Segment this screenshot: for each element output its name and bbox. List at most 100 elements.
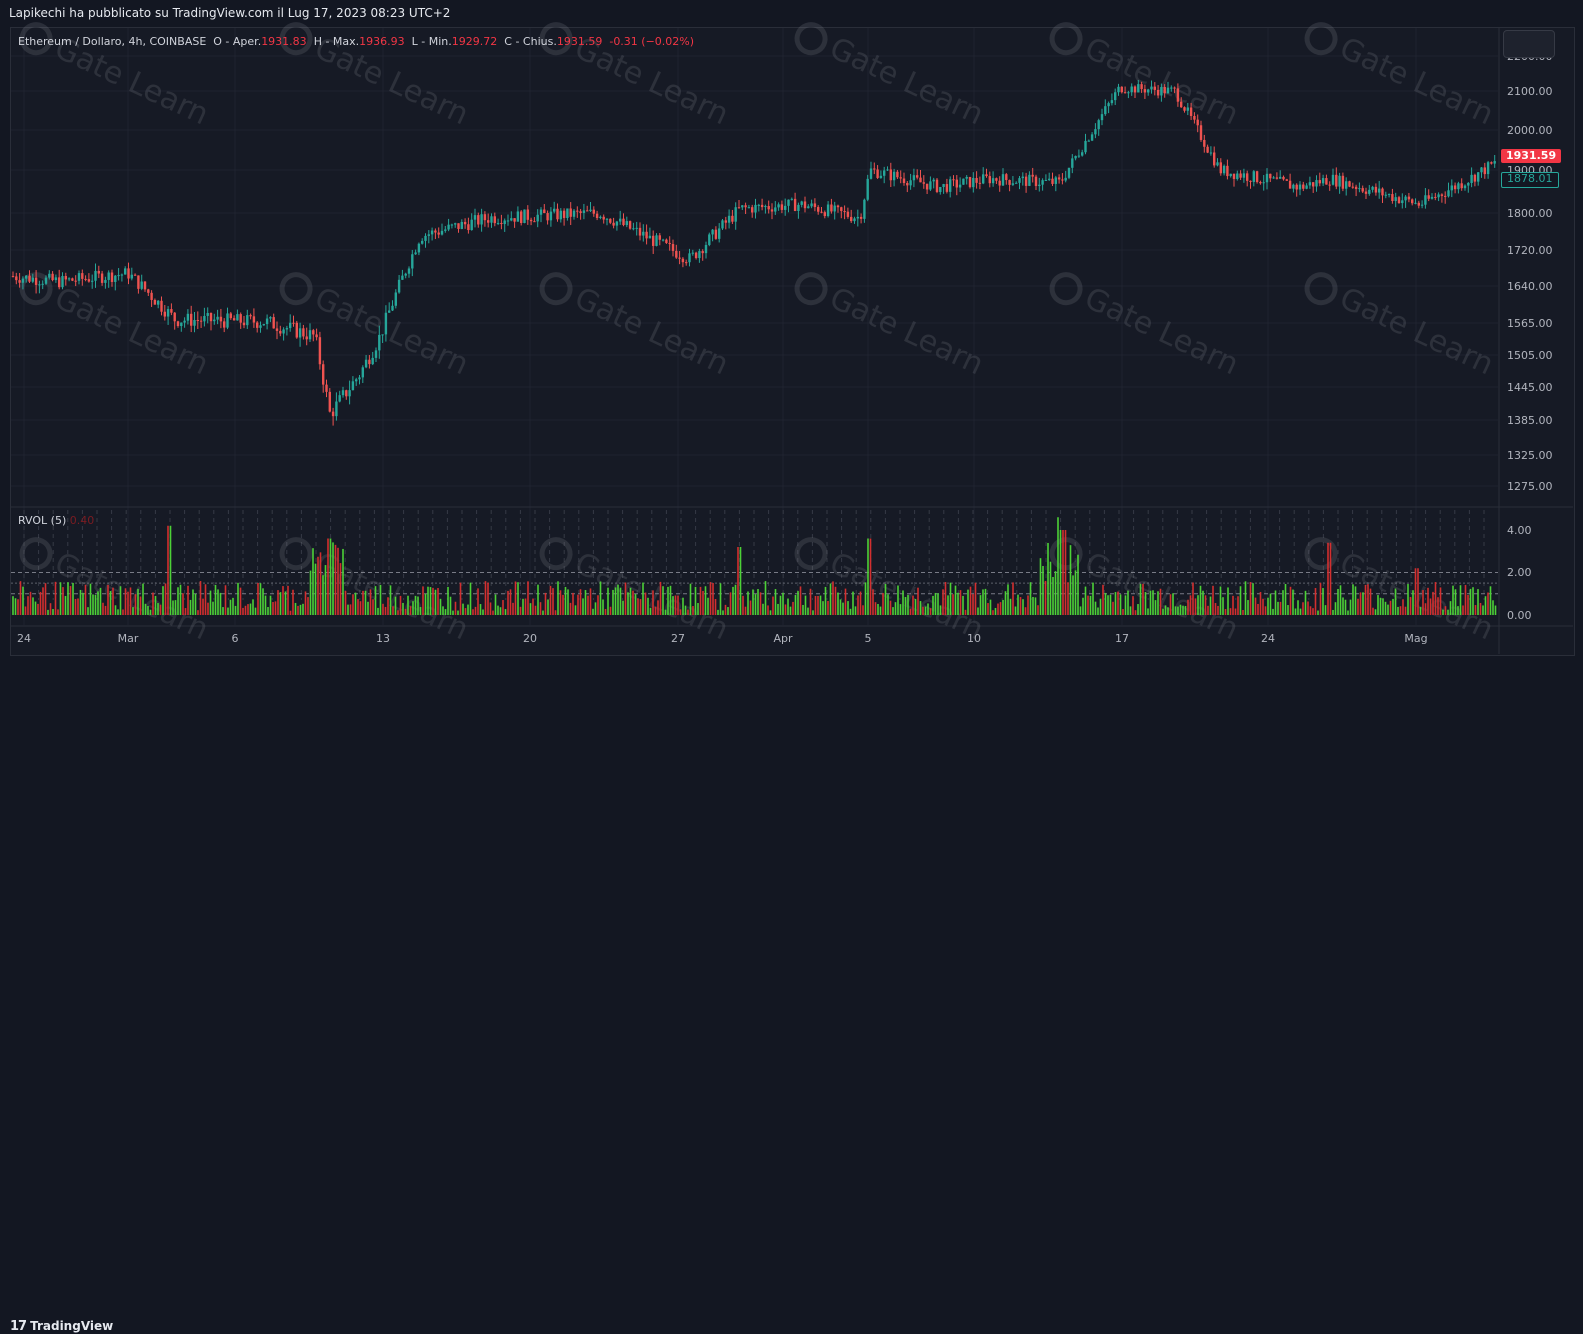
- rvol-bar: [594, 602, 597, 615]
- candle-body: [1011, 183, 1015, 185]
- candle-body: [150, 292, 153, 300]
- candle-body: [120, 274, 124, 276]
- rvol-bar: [447, 586, 449, 615]
- candle-body: [232, 318, 236, 321]
- rvol-bar: [1459, 585, 1462, 615]
- rvol-bar: [494, 594, 497, 615]
- candle-body: [454, 223, 457, 225]
- rvol-bar: [162, 586, 164, 615]
- axis-settings-button[interactable]: [1503, 30, 1555, 58]
- candle-body: [302, 328, 305, 337]
- rvol-legend[interactable]: RVOL (5) 0.40: [18, 514, 94, 527]
- rvol-bar: [179, 584, 182, 615]
- candle-body: [942, 184, 945, 188]
- candle-body: [1130, 86, 1133, 93]
- candle-body: [1384, 194, 1387, 196]
- candle-body: [823, 212, 826, 217]
- price-tick-label: 1445.00: [1507, 381, 1553, 394]
- rvol-bar: [637, 598, 639, 615]
- rvol-bar: [902, 590, 904, 615]
- gate-logo-icon: [1304, 537, 1338, 571]
- gate-logo-icon: [1304, 272, 1338, 306]
- rvol-bar: [1074, 570, 1077, 615]
- candle-body: [1120, 86, 1123, 93]
- rvol-bar: [649, 607, 652, 615]
- candle-body: [863, 199, 866, 219]
- candle-body: [556, 208, 559, 220]
- rvol-bar: [1029, 582, 1032, 615]
- candle-body: [1183, 107, 1186, 111]
- price-tick-label: 1275.00: [1507, 480, 1553, 493]
- tradingview-logo[interactable]: 17 TradingView: [10, 1319, 113, 1334]
- rvol-bar: [632, 590, 634, 615]
- candle-body: [1298, 184, 1302, 190]
- candle-body: [787, 199, 790, 206]
- candle-body: [1305, 185, 1308, 189]
- candle-body: [1252, 171, 1255, 182]
- candle-body: [114, 275, 117, 282]
- candle-body: [513, 218, 516, 222]
- rvol-bar: [374, 586, 377, 615]
- rvol-bar: [129, 587, 132, 615]
- rvol-bar: [592, 608, 594, 615]
- candle-body: [246, 315, 249, 326]
- rvol-bar: [144, 603, 147, 615]
- candle-body: [64, 276, 67, 280]
- rvol-bar: [1179, 604, 1182, 615]
- candle-body: [1071, 158, 1074, 168]
- rvol-bar: [819, 595, 822, 615]
- rvol-bar: [1204, 595, 1207, 615]
- price-chart[interactable]: Gate Learn Gate Learn Gate Learn Gate Learn…: [0, 0, 1583, 695]
- rvol-bar: [744, 606, 747, 615]
- rvol-bar: [644, 592, 647, 615]
- rvol-bar: [992, 610, 994, 615]
- gate-logo-icon: [1049, 22, 1083, 56]
- candle-body: [1015, 182, 1018, 184]
- candle-body: [1077, 155, 1081, 157]
- rvol-bar: [434, 589, 437, 615]
- rvol-bar: [339, 563, 342, 615]
- candle-body: [1401, 200, 1404, 204]
- candle-body: [846, 211, 850, 217]
- candle-body: [130, 274, 133, 279]
- candle-body: [91, 280, 94, 282]
- candle-body: [704, 244, 708, 254]
- candle-body: [97, 270, 100, 274]
- rvol-bar: [347, 604, 349, 615]
- rvol-bar: [1279, 601, 1282, 615]
- candle-body: [71, 278, 74, 281]
- rvol-bar: [1309, 606, 1312, 615]
- rvol-bar: [754, 594, 757, 615]
- rvol-bar: [12, 596, 14, 615]
- candle-body: [767, 206, 770, 210]
- candle-body: [34, 277, 38, 285]
- rvol-bar: [957, 592, 959, 615]
- candle-body: [378, 334, 381, 351]
- candle-body: [526, 209, 529, 220]
- rvol-bar: [1427, 587, 1429, 615]
- symbol-legend[interactable]: Ethereum / Dollaro, 4h, COINBASE O - Ape…: [18, 35, 694, 48]
- candle-body: [896, 171, 899, 178]
- rvol-bar: [532, 598, 534, 615]
- candle-body: [1328, 184, 1331, 186]
- rvol-bar: [1189, 595, 1192, 615]
- rvol-bar: [722, 610, 724, 615]
- candle-body: [1001, 174, 1005, 186]
- candle-body: [576, 210, 579, 212]
- rvol-bar: [1247, 600, 1249, 615]
- rvol-bar: [319, 552, 322, 615]
- rvol-bar: [862, 605, 864, 615]
- candle-body: [760, 204, 764, 208]
- candle-body: [549, 211, 553, 221]
- candle-body: [1206, 146, 1209, 153]
- rvol-bar: [564, 586, 567, 615]
- rvol-bar: [1432, 591, 1434, 615]
- rvol-bar: [122, 609, 124, 615]
- candle-body: [727, 215, 731, 223]
- candle-body: [407, 268, 411, 274]
- close-label: C - Chius.: [504, 35, 557, 48]
- rvol-bar: [204, 584, 207, 615]
- candle-body: [1473, 174, 1477, 182]
- close-value: 1931.59: [556, 35, 603, 48]
- chart-frame[interactable]: [10, 27, 1575, 656]
